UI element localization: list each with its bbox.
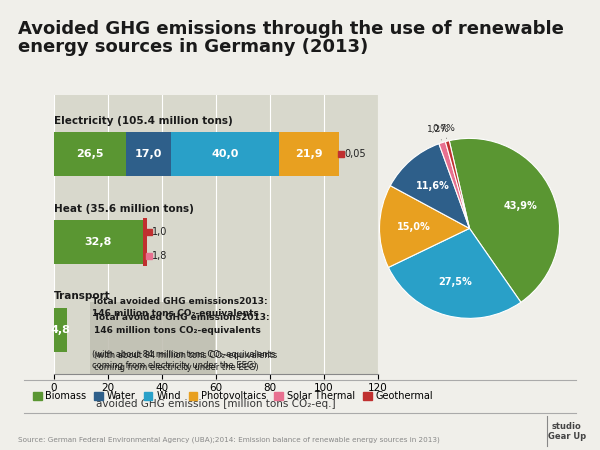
Wedge shape: [439, 142, 470, 229]
Text: Electricity (105.4 million tons): Electricity (105.4 million tons): [54, 116, 233, 126]
Text: Total avoided GHG emissions2013:
146 million tons CO₂-equivalents: Total avoided GHG emissions2013: 146 mil…: [95, 313, 270, 335]
Text: energy sources in Germany (2013): energy sources in Germany (2013): [18, 38, 368, 56]
Text: Avoided GHG emissions through the use of renewable: Avoided GHG emissions through the use of…: [18, 20, 564, 38]
Text: 40,0: 40,0: [212, 149, 239, 159]
Legend: Biomass, Water, Wind, Photovoltaics, Solar Thermal, Geothermal: Biomass, Water, Wind, Photovoltaics, Sol…: [29, 387, 437, 405]
Text: 11,6%: 11,6%: [416, 181, 450, 191]
Bar: [143, 218, 146, 266]
Wedge shape: [445, 141, 470, 229]
Wedge shape: [390, 144, 470, 229]
Text: 17,0: 17,0: [135, 149, 162, 159]
Text: 0,7%: 0,7%: [433, 124, 455, 139]
Bar: [54, 308, 67, 351]
Wedge shape: [388, 229, 521, 318]
Wedge shape: [380, 186, 470, 267]
Text: 26,5: 26,5: [76, 149, 104, 159]
Text: 4,8: 4,8: [50, 324, 70, 335]
Text: (with about 84 million tons CO₂-equivalents
coming from electricity under the EE: (with about 84 million tons CO₂-equivale…: [92, 350, 275, 370]
Text: (with about 84 million tons CO₂-equivalents
coming from electricity under the EE: (with about 84 million tons CO₂-equivale…: [95, 351, 278, 372]
Bar: [172, 132, 280, 176]
Text: 0,05: 0,05: [344, 149, 365, 159]
Text: 1,2%: 1,2%: [427, 125, 449, 140]
Text: 1,0: 1,0: [152, 227, 167, 238]
Wedge shape: [449, 139, 559, 302]
Text: Transport: Transport: [54, 291, 111, 302]
Text: studio
Gear Up: studio Gear Up: [548, 422, 586, 441]
FancyBboxPatch shape: [91, 302, 215, 374]
Text: 15,0%: 15,0%: [397, 222, 431, 232]
Text: 1,8: 1,8: [152, 251, 167, 261]
Bar: [125, 132, 172, 176]
Text: 43,9%: 43,9%: [503, 201, 538, 211]
Text: Total avoided GHG emissions2013:
146 million tons CO₂-equivalents: Total avoided GHG emissions2013: 146 mil…: [92, 297, 268, 318]
Bar: [54, 220, 143, 264]
X-axis label: avoided GHG emissions [million tons CO₂-eq.]: avoided GHG emissions [million tons CO₂-…: [96, 399, 336, 409]
Bar: [54, 132, 125, 176]
Text: 21,9: 21,9: [295, 149, 323, 159]
Text: 27,5%: 27,5%: [439, 277, 472, 288]
Text: Source: German Federal Environmental Agency (UBA);2014: Emission balance of rene: Source: German Federal Environmental Age…: [18, 437, 440, 443]
Text: Heat (35.6 million tons): Heat (35.6 million tons): [54, 204, 194, 214]
Text: 32,8: 32,8: [85, 237, 112, 247]
Bar: [280, 132, 338, 176]
